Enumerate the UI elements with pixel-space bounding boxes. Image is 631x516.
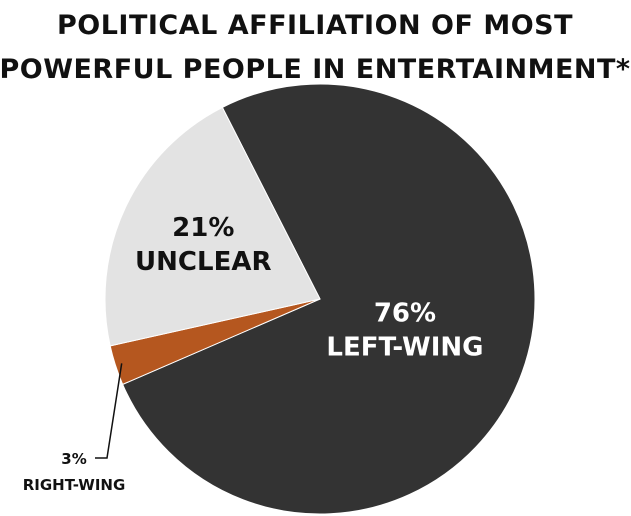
slice-value-label-right-wing: 3% <box>61 450 86 468</box>
slice-category-label-left-wing: LEFT-WING <box>326 333 483 363</box>
slice-value-label-left-wing: 76% <box>374 299 436 329</box>
pie-slice-left-wing <box>122 83 536 515</box>
slice-category-label-unclear: UNCLEAR <box>135 247 271 277</box>
chart-title-line-2: POWERFUL PEOPLE IN ENTERTAINMENT* <box>0 54 631 85</box>
slice-labels: 76% LEFT-WING 3% RIGHT-WING 21% UNCLEAR <box>23 213 484 494</box>
chart-title-line-1: POLITICAL AFFILIATION OF MOST <box>57 10 573 41</box>
leader-line-right-wing <box>95 363 123 459</box>
slice-value-label-unclear: 21% <box>172 213 234 243</box>
pie-slice-unclear <box>104 106 321 347</box>
slice-category-label-right-wing: RIGHT-WING <box>23 476 126 494</box>
pie-slices <box>104 83 536 515</box>
